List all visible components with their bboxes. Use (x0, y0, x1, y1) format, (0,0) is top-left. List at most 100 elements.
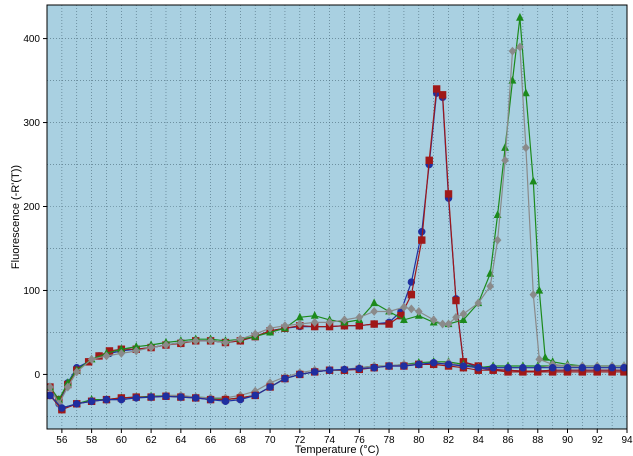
data-point (206, 336, 215, 346)
data-point (73, 400, 81, 408)
data-point (206, 395, 215, 404)
x-tick-label: 70 (265, 435, 277, 446)
x-tick-label: 72 (294, 435, 306, 446)
data-point (432, 85, 441, 93)
data-point (541, 352, 550, 361)
data-point (147, 393, 155, 401)
data-point (355, 364, 364, 373)
data-point (251, 329, 259, 339)
data-point (340, 315, 349, 325)
data-point (400, 362, 408, 370)
data-point (608, 364, 616, 372)
x-tick-label: 60 (116, 435, 128, 446)
data-point (429, 315, 438, 325)
data-point (521, 88, 530, 97)
data-point (444, 190, 453, 198)
data-point (620, 364, 627, 372)
data-point (548, 364, 557, 372)
data-point (438, 319, 447, 329)
x-tick-label: 86 (502, 435, 514, 446)
data-point (385, 320, 393, 328)
data-point (501, 155, 509, 165)
data-point (192, 394, 200, 402)
data-point (266, 383, 274, 391)
data-point (47, 391, 54, 400)
x-tick-label: 84 (473, 435, 485, 446)
data-point (355, 322, 364, 330)
x-tick-label: 62 (146, 435, 158, 446)
x-tick-label: 64 (175, 435, 187, 446)
data-point (504, 364, 512, 372)
data-point (310, 317, 319, 327)
data-point (117, 395, 126, 404)
data-point (281, 321, 289, 331)
data-point (236, 334, 245, 344)
data-point (162, 340, 170, 350)
x-tick-label: 56 (56, 435, 68, 446)
data-point (102, 395, 111, 404)
series-8 (47, 358, 627, 412)
data-point (87, 354, 96, 364)
data-point (459, 362, 468, 370)
x-tick-label: 80 (413, 435, 425, 446)
data-point (385, 306, 393, 316)
data-point (508, 46, 517, 56)
data-point (87, 397, 96, 405)
data-point (58, 404, 66, 412)
data-point (370, 298, 379, 307)
data-point (117, 348, 126, 358)
data-point (459, 309, 468, 319)
y-tick-label: 200 (23, 202, 40, 213)
data-point (501, 143, 509, 151)
x-tick-label: 94 (621, 435, 633, 446)
y-axis-title: Fluorescence (-R'(T)) (10, 165, 22, 269)
x-tick-label: 82 (443, 435, 455, 446)
data-point (415, 306, 423, 316)
data-point (325, 366, 334, 374)
y-tick-label: 300 (23, 118, 40, 129)
x-tick-label: 76 (354, 435, 366, 446)
data-point (102, 351, 111, 361)
x-tick-label: 66 (205, 435, 217, 446)
data-point (191, 336, 200, 346)
data-point (407, 304, 416, 314)
data-point (177, 338, 185, 347)
data-point (310, 368, 319, 376)
data-point (177, 393, 185, 401)
data-point (519, 364, 527, 372)
data-point (132, 394, 140, 402)
data-point (522, 143, 530, 153)
data-point (529, 290, 538, 300)
data-point (418, 236, 426, 244)
data-point (340, 365, 349, 374)
data-point (296, 319, 304, 329)
data-point (281, 374, 289, 383)
data-point (452, 312, 460, 322)
data-point (162, 392, 170, 400)
data-point (325, 317, 334, 327)
data-point (529, 176, 538, 185)
series-line (49, 362, 624, 409)
x-tick-label: 68 (235, 435, 247, 446)
data-point (132, 346, 141, 356)
data-point (266, 323, 274, 333)
data-point (415, 360, 423, 369)
data-point (474, 298, 483, 308)
data-point (236, 395, 245, 404)
data-point (486, 281, 494, 291)
data-point (370, 306, 378, 316)
data-point (296, 370, 304, 379)
plot-frame (46, 4, 628, 430)
y-axis: 0 100 200 300 400 (23, 34, 47, 381)
data-point (593, 364, 601, 372)
y-tick-label: 100 (23, 286, 40, 297)
series-line (49, 87, 624, 401)
x-axis-title: Temperature (°C) (295, 444, 379, 456)
data-point (534, 364, 542, 372)
data-point (578, 364, 587, 372)
x-tick-label: 78 (383, 435, 395, 446)
data-point (355, 312, 364, 322)
data-point (429, 358, 438, 367)
plot-background (47, 5, 627, 429)
